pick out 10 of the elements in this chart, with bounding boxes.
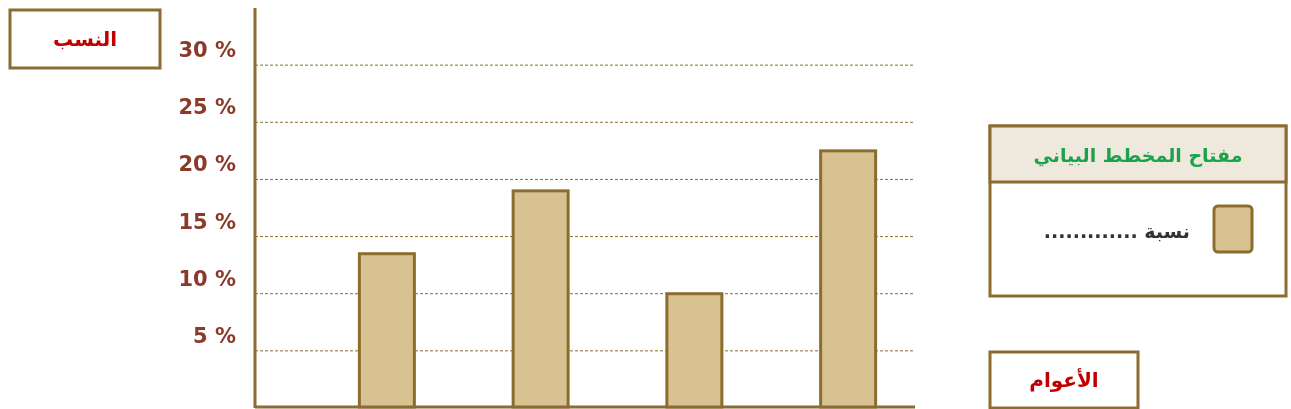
y-tick-label: 20 % (178, 152, 236, 177)
y-axis-title: النسب (52, 27, 118, 51)
y-tick-label: 15 % (178, 209, 236, 234)
y-tick-label: 10 % (178, 266, 236, 291)
text: نسبة ............. (1043, 220, 1190, 242)
text: الأعوام (1029, 367, 1099, 392)
y-tick-label: 30 % (178, 38, 236, 63)
legend-title: مفتاح المخطط البياني (1033, 144, 1243, 167)
y-tick-label: 25 % (178, 95, 236, 120)
y-tick-label: 5 % (193, 323, 236, 348)
